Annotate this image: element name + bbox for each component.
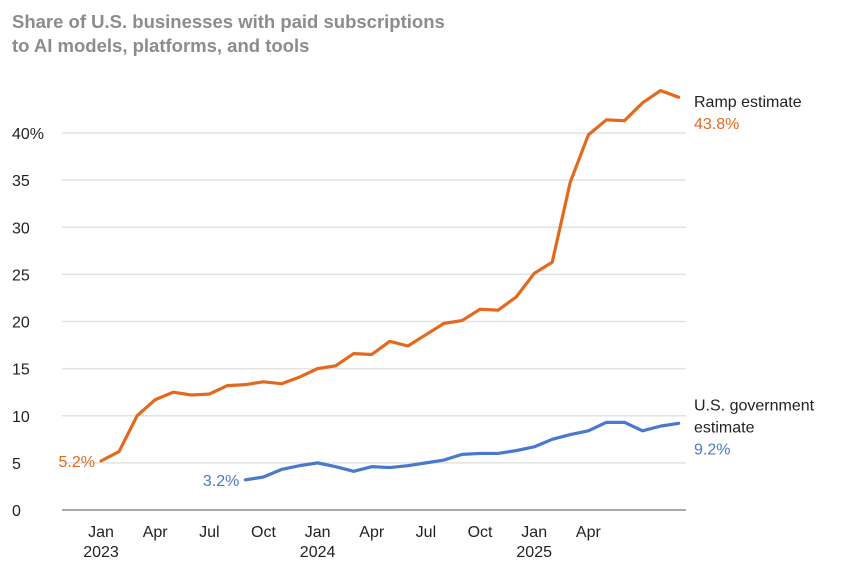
series-end-label: 9.2% [694, 441, 730, 458]
x-tick-label: Apr [143, 524, 169, 541]
x-tick-year: 2024 [300, 544, 336, 561]
y-tick-label: 35 [12, 173, 30, 190]
y-tick-label: 25 [12, 267, 30, 284]
y-tick-label: 20 [12, 315, 30, 332]
chart-title: Share of U.S. businesses with paid subsc… [12, 10, 492, 58]
x-tick-year: 2025 [516, 544, 552, 561]
series-line-0 [99, 88, 681, 463]
x-tick-label: Jan [521, 524, 547, 541]
series-start-label: 5.2% [59, 454, 95, 471]
x-tick-label: Jul [416, 524, 436, 541]
series-name-label: Ramp estimate [694, 94, 802, 111]
y-tick-label: 5 [12, 456, 21, 473]
y-tick-label: 10 [12, 409, 30, 426]
y-tick-label: 40% [12, 126, 44, 143]
x-tick-label: Jan [88, 524, 114, 541]
chart-title-line-1: Share of U.S. businesses with paid subsc… [12, 11, 445, 32]
chart-title-line-2: to AI models, platforms, and tools [12, 35, 310, 56]
series-line-1 [243, 420, 681, 482]
x-tick-label: Jul [199, 524, 219, 541]
series-start-label: 3.2% [203, 473, 239, 490]
x-tick-label: Jan [305, 524, 331, 541]
series-end-label: 43.8% [694, 116, 739, 133]
x-tick-label: Oct [251, 524, 276, 541]
x-tick-label: Apr [359, 524, 385, 541]
series-name-label: estimate [694, 419, 755, 436]
y-tick-label: 15 [12, 362, 30, 379]
x-tick-year: 2023 [83, 544, 119, 561]
series-name-label: U.S. government [694, 397, 815, 414]
y-tick-label: 0 [12, 503, 21, 520]
x-tick-label: Apr [576, 524, 602, 541]
x-tick-label: Oct [468, 524, 493, 541]
y-tick-label: 30 [12, 220, 30, 237]
